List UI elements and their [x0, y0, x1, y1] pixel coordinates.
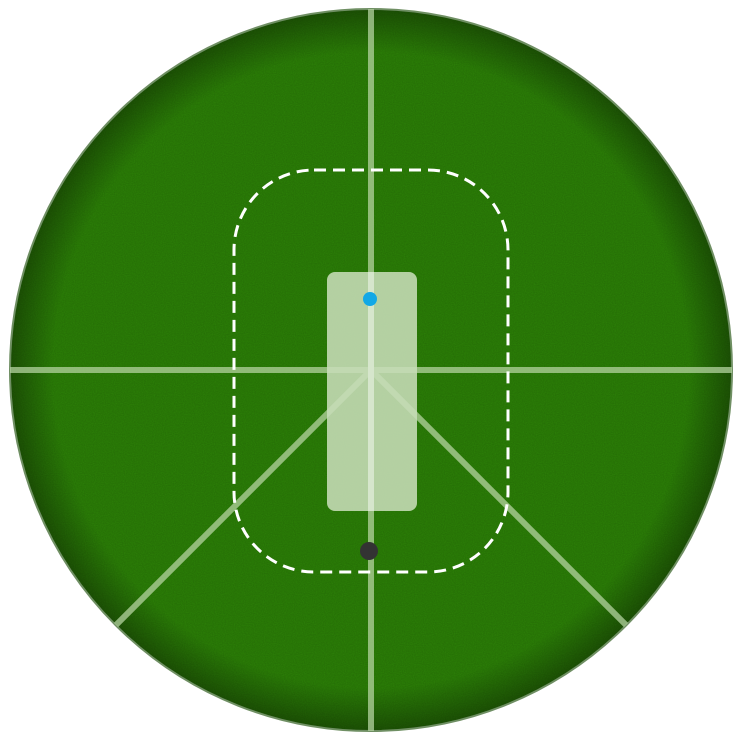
- bowler-marker[interactable]: [363, 292, 377, 306]
- pitch[interactable]: [327, 272, 417, 511]
- batter-marker[interactable]: [360, 542, 378, 560]
- inner-circle-dashed: [232, 168, 510, 574]
